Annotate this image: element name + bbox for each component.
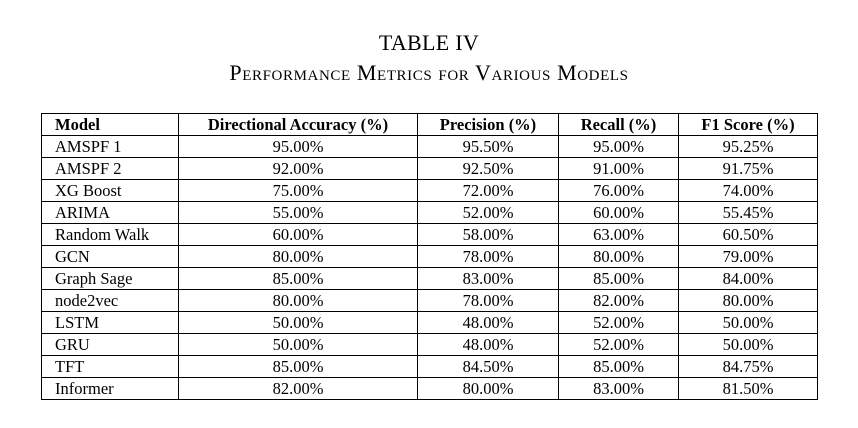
cell-model-name: node2vec — [41, 289, 179, 312]
column-header-model: Model — [41, 113, 179, 136]
cell-recall: 60.00% — [558, 201, 679, 224]
cell-f1-score: 84.00% — [678, 267, 818, 290]
cell-precision: 95.50% — [417, 135, 559, 158]
cell-precision: 78.00% — [417, 289, 559, 312]
cell-model-name: XG Boost — [41, 179, 179, 202]
cell-precision: 52.00% — [417, 201, 559, 224]
table-row: TFT 85.00% 84.50% 85.00% 84.75% — [41, 355, 818, 378]
cell-f1-score: 50.00% — [678, 333, 818, 356]
cell-precision: 48.00% — [417, 333, 559, 356]
cell-f1-score: 81.50% — [678, 377, 818, 400]
cell-directional-accuracy: 50.00% — [178, 311, 418, 334]
cell-recall: 80.00% — [558, 245, 679, 268]
cell-recall: 85.00% — [558, 267, 679, 290]
cell-recall: 83.00% — [558, 377, 679, 400]
table-body: AMSPF 1 95.00% 95.50% 95.00% 95.25% AMSPF 2 92… — [41, 135, 818, 400]
cell-directional-accuracy: 50.00% — [178, 333, 418, 356]
table-row: AMSPF 2 92.00% 92.50% 91.00% 91.75% — [41, 157, 818, 180]
cell-f1-score: 84.75% — [678, 355, 818, 378]
column-header-f1-score: F1 Score (%) — [678, 113, 818, 136]
column-header-directional-accuracy: Directional Accuracy (%) — [178, 113, 418, 136]
cell-f1-score: 91.75% — [678, 157, 818, 180]
cell-f1-score: 80.00% — [678, 289, 818, 312]
cell-recall: 91.00% — [558, 157, 679, 180]
cell-model-name: Random Walk — [41, 223, 179, 246]
cell-f1-score: 79.00% — [678, 245, 818, 268]
cell-f1-score: 95.25% — [678, 135, 818, 158]
cell-model-name: AMSPF 1 — [41, 135, 179, 158]
cell-f1-score: 55.45% — [678, 201, 818, 224]
cell-model-name: LSTM — [41, 311, 179, 334]
table-row: XG Boost 75.00% 72.00% 76.00% 74.00% — [41, 179, 818, 202]
cell-directional-accuracy: 82.00% — [178, 377, 418, 400]
cell-model-name: AMSPF 2 — [41, 157, 179, 180]
cell-recall: 76.00% — [558, 179, 679, 202]
cell-recall: 85.00% — [558, 355, 679, 378]
cell-recall: 52.00% — [558, 333, 679, 356]
table-row: Random Walk 60.00% 58.00% 63.00% 60.50% — [41, 223, 818, 246]
cell-directional-accuracy: 95.00% — [178, 135, 418, 158]
table-caption-title: Performance Metrics for Various Models — [229, 60, 629, 85]
column-header-precision: Precision (%) — [417, 113, 559, 136]
cell-directional-accuracy: 85.00% — [178, 267, 418, 290]
cell-recall: 95.00% — [558, 135, 679, 158]
table-row: AMSPF 1 95.00% 95.50% 95.00% 95.25% — [41, 135, 818, 158]
table-row: Informer 82.00% 80.00% 83.00% 81.50% — [41, 377, 818, 400]
cell-precision: 83.00% — [417, 267, 559, 290]
cell-precision: 58.00% — [417, 223, 559, 246]
cell-recall: 52.00% — [558, 311, 679, 334]
table-row: node2vec 80.00% 78.00% 82.00% 80.00% — [41, 289, 818, 312]
cell-f1-score: 60.50% — [678, 223, 818, 246]
cell-directional-accuracy: 80.00% — [178, 289, 418, 312]
table-row: LSTM 50.00% 48.00% 52.00% 50.00% — [41, 311, 818, 334]
cell-directional-accuracy: 92.00% — [178, 157, 418, 180]
cell-precision: 78.00% — [417, 245, 559, 268]
cell-model-name: Graph Sage — [41, 267, 179, 290]
cell-precision: 72.00% — [417, 179, 559, 202]
cell-f1-score: 74.00% — [678, 179, 818, 202]
cell-directional-accuracy: 80.00% — [178, 245, 418, 268]
cell-precision: 48.00% — [417, 311, 559, 334]
cell-precision: 80.00% — [417, 377, 559, 400]
cell-recall: 82.00% — [558, 289, 679, 312]
cell-recall: 63.00% — [558, 223, 679, 246]
cell-model-name: GCN — [41, 245, 179, 268]
cell-model-name: Informer — [41, 377, 179, 400]
cell-model-name: GRU — [41, 333, 179, 356]
table-header-row: Model Directional Accuracy (%) Precision… — [41, 113, 818, 136]
cell-precision: 92.50% — [417, 157, 559, 180]
cell-model-name: ARIMA — [41, 201, 179, 224]
cell-model-name: TFT — [41, 355, 179, 378]
column-header-recall: Recall (%) — [558, 113, 679, 136]
table-caption-label: TABLE IV — [378, 30, 480, 55]
table-row: ARIMA 55.00% 52.00% 60.00% 55.45% — [41, 201, 818, 224]
cell-precision: 84.50% — [417, 355, 559, 378]
performance-metrics-table: Model Directional Accuracy (%) Precision… — [41, 113, 818, 400]
cell-directional-accuracy: 85.00% — [178, 355, 418, 378]
cell-directional-accuracy: 55.00% — [178, 201, 418, 224]
cell-directional-accuracy: 75.00% — [178, 179, 418, 202]
table-row: Graph Sage 85.00% 83.00% 85.00% 84.00% — [41, 267, 818, 290]
cell-f1-score: 50.00% — [678, 311, 818, 334]
cell-directional-accuracy: 60.00% — [178, 223, 418, 246]
table-row: GRU 50.00% 48.00% 52.00% 50.00% — [41, 333, 818, 356]
table-row: GCN 80.00% 78.00% 80.00% 79.00% — [41, 245, 818, 268]
